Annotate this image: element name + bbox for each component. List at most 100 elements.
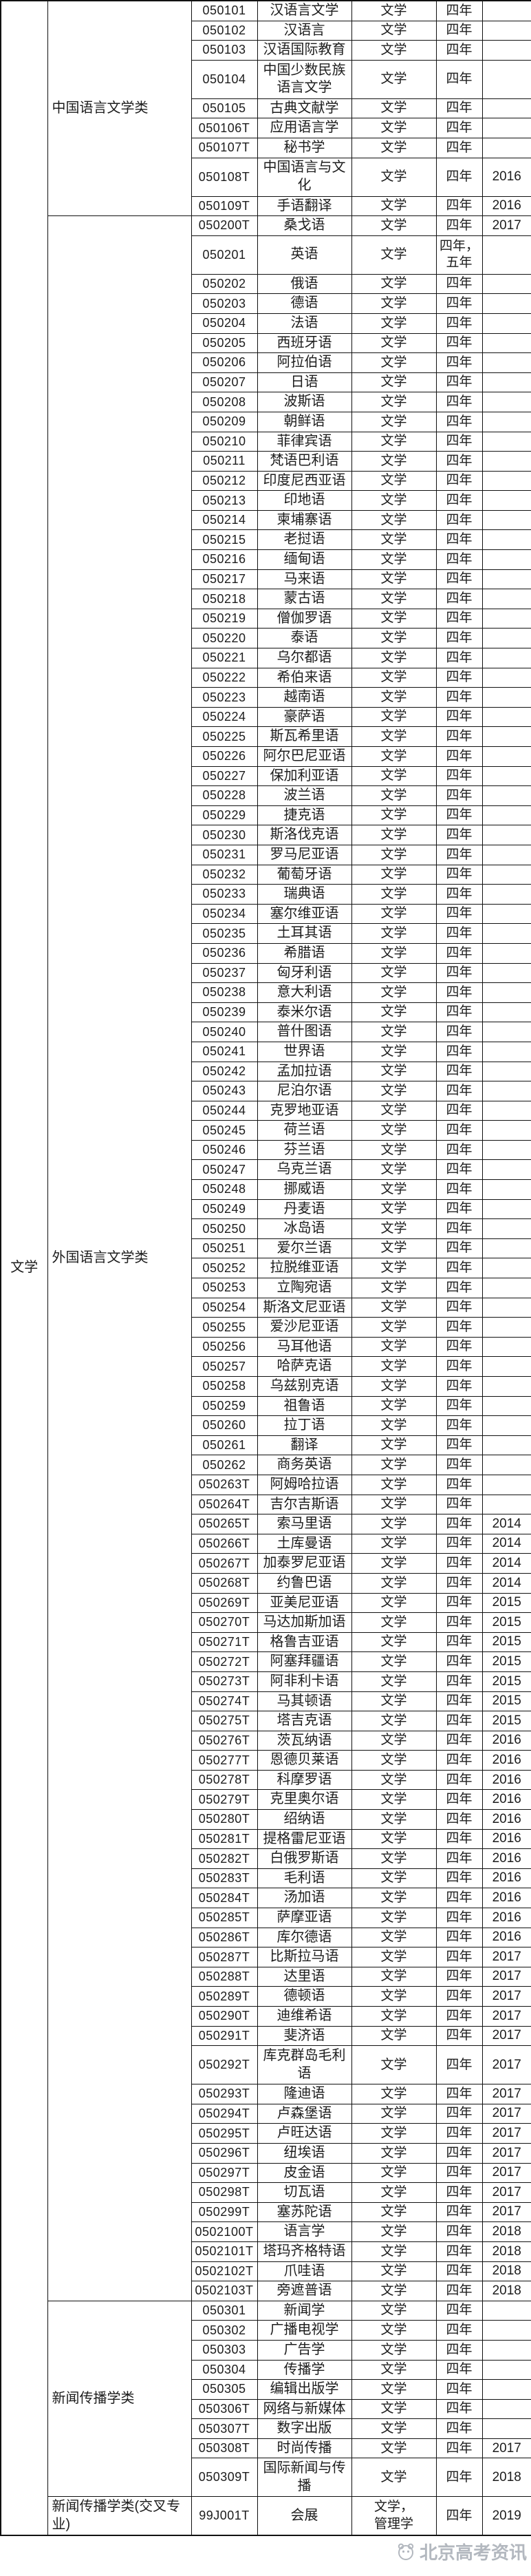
- major-name-cell: 挪威语: [257, 1179, 352, 1200]
- major-code-cell: 050266T: [191, 1533, 258, 1554]
- degree-cell: 文学: [351, 1828, 437, 1850]
- major-code-cell: 050272T: [191, 1651, 258, 1672]
- major-code-cell: 050101: [191, 0, 258, 21]
- duration-cell: 四年: [435, 1395, 483, 1417]
- duration-cell: 四年: [435, 1061, 483, 1082]
- major-name-cell: 越南语: [257, 687, 352, 708]
- year-added-cell: [481, 235, 531, 275]
- major-name-cell: 汤加语: [257, 1888, 352, 1909]
- table-row: 050288T 达里语 文学 四年 2017: [1, 1966, 531, 1987]
- major-code-cell: 050263T: [191, 1474, 258, 1495]
- duration-cell: 四年: [435, 1278, 483, 1298]
- year-added-cell: [481, 1139, 531, 1161]
- duration-cell: 四年: [435, 982, 483, 1003]
- year-added-cell: [481, 352, 531, 373]
- degree-cell: 文学: [351, 1612, 437, 1633]
- major-code-cell: 050106T: [191, 118, 258, 138]
- major-code-cell: 050268T: [191, 1572, 258, 1594]
- major-code-cell: 050232: [191, 864, 258, 885]
- major-code-cell: 050212: [191, 470, 258, 492]
- table-row: 050108T 中国语言与文化 文学 四年 2016: [1, 157, 531, 197]
- year-added-cell: 2016: [481, 1848, 531, 1869]
- degree-cell: 文学: [351, 1356, 437, 1377]
- degree-cell: 文学: [351, 313, 437, 334]
- major-name-cell: 孟加拉语: [257, 1061, 352, 1082]
- year-added-cell: 2017: [481, 1966, 531, 1987]
- table-row: 050270T 马达加斯加语 文学 四年 2015: [1, 1612, 531, 1633]
- major-name-cell: 日语: [257, 372, 352, 393]
- degree-cell: 文学: [351, 1553, 437, 1574]
- table-row: 050228 波兰语 文学 四年: [1, 785, 531, 806]
- major-code-cell: 050255: [191, 1317, 258, 1338]
- degree-cell: 文学: [351, 608, 437, 629]
- year-added-cell: [481, 1120, 531, 1141]
- year-added-cell: 2014: [481, 1572, 531, 1594]
- table-row: 050240 普什图语 文学 四年: [1, 1022, 531, 1042]
- table-row: 050268T 约鲁巴语 文学 四年 2014: [1, 1572, 531, 1594]
- duration-cell: 四年: [435, 2221, 483, 2242]
- degree-cell: 文学: [351, 490, 437, 511]
- duration-cell: 四年: [435, 2339, 483, 2361]
- degree-cell: 文学: [351, 2398, 437, 2420]
- year-added-cell: 2015: [481, 1691, 531, 1712]
- duration-cell: 四年: [435, 1632, 483, 1653]
- duration-cell: 四年: [435, 766, 483, 787]
- duration-cell: 四年: [435, 372, 483, 393]
- duration-cell: 四年: [435, 1789, 483, 1810]
- degree-cell: 文学: [351, 942, 437, 964]
- year-added-cell: 2017: [481, 2045, 531, 2085]
- major-code-cell: 050218: [191, 589, 258, 609]
- degree-cell: 文学: [351, 2261, 437, 2282]
- major-code-cell: 050219: [191, 608, 258, 629]
- year-added-cell: 2018: [481, 2261, 531, 2282]
- degree-cell: 文学: [351, 2162, 437, 2184]
- group-name-cell: 中国语言文学类: [47, 0, 192, 217]
- major-name-cell: 乌兹别克语: [257, 1376, 352, 1397]
- year-added-cell: [481, 332, 531, 354]
- major-code-cell: 050235: [191, 923, 258, 944]
- year-added-cell: 2016: [481, 1769, 531, 1791]
- major-code-cell: 050251: [191, 1238, 258, 1259]
- table-row: 050245 荷兰语 文学 四年: [1, 1120, 531, 1141]
- duration-cell: 四年: [435, 1022, 483, 1042]
- major-name-cell: 时尚传播: [257, 2438, 352, 2459]
- major-code-cell: 050249: [191, 1199, 258, 1220]
- major-code-cell: 0502101T: [191, 2241, 258, 2262]
- table-row: 050248 挪威语 文学 四年: [1, 1179, 531, 1200]
- major-name-cell: 拉脱维亚语: [257, 1258, 352, 1279]
- degree-cell: 文学: [351, 1671, 437, 1692]
- degree-cell: 文学: [351, 1986, 437, 2007]
- year-added-cell: [481, 1395, 531, 1417]
- degree-cell: 文学: [351, 628, 437, 649]
- degree-cell: 文学: [351, 2281, 437, 2301]
- major-name-cell: 爱尔兰语: [257, 1238, 352, 1259]
- major-name-cell: 普什图语: [257, 1022, 352, 1042]
- degree-cell: 文学: [351, 1730, 437, 1751]
- year-added-cell: [481, 293, 531, 314]
- degree-cell: 文学: [351, 215, 437, 236]
- degree-cell: 文学: [351, 293, 437, 314]
- duration-cell: 四年: [435, 157, 483, 197]
- year-added-cell: [481, 785, 531, 806]
- major-name-cell: 法语: [257, 313, 352, 334]
- major-code-cell: 050278T: [191, 1769, 258, 1791]
- year-added-cell: [481, 1494, 531, 1515]
- major-name-cell: 传播学: [257, 2359, 352, 2380]
- table-row: 050208 波斯语 文学 四年: [1, 392, 531, 412]
- major-code-cell: 050298T: [191, 2182, 258, 2203]
- year-added-cell: [481, 1278, 531, 1298]
- major-code-cell: 050109T: [191, 196, 258, 217]
- table-row: 050290T 迪维希语 文学 四年 2017: [1, 2006, 531, 2027]
- major-name-cell: 手语翻译: [257, 196, 352, 217]
- table-row: 050227 保加利亚语 文学 四年: [1, 766, 531, 787]
- degree-cell: 文学: [351, 2339, 437, 2361]
- degree-cell: 文学: [351, 157, 437, 197]
- major-name-cell: 语言学: [257, 2221, 352, 2242]
- degree-cell: 文学: [351, 2241, 437, 2262]
- major-code-cell: 050289T: [191, 1986, 258, 2007]
- major-name-cell: 西班牙语: [257, 332, 352, 354]
- duration-cell: 四年: [435, 1828, 483, 1850]
- year-added-cell: [481, 2339, 531, 2361]
- degree-cell: 文学: [351, 864, 437, 885]
